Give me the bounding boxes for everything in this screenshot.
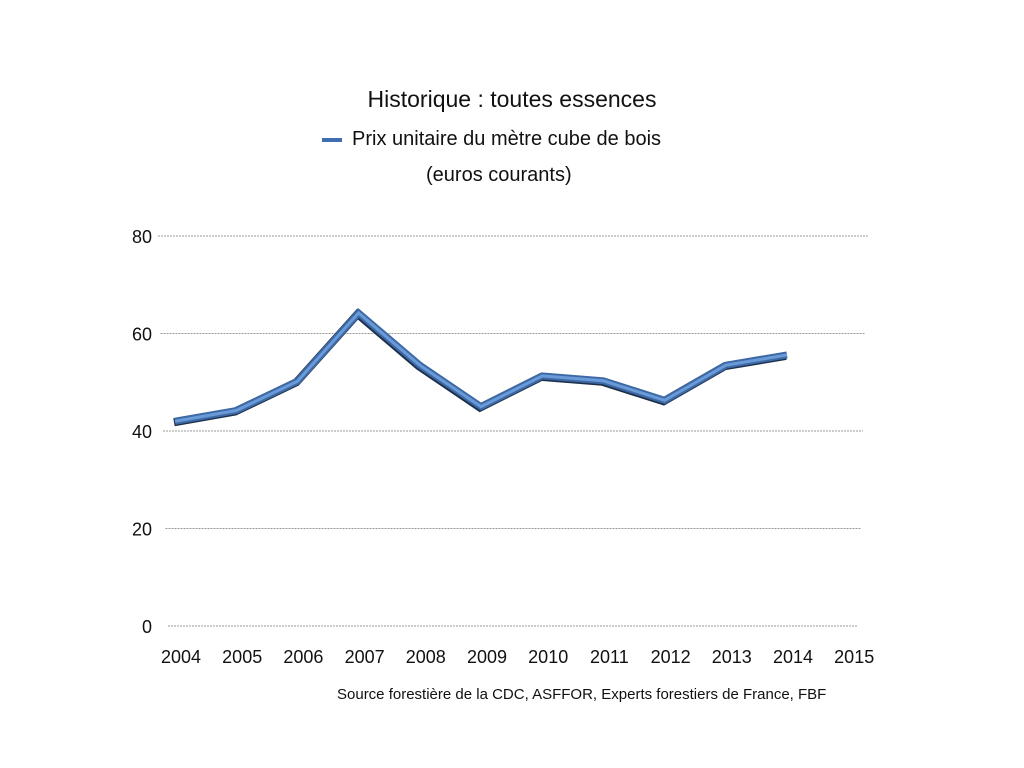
x-tick-label: 2014 [773, 647, 813, 667]
x-tick-label: 2015 [834, 647, 874, 667]
x-tick-label: 2013 [712, 647, 752, 667]
source-note: Source forestière de la CDC, ASFFOR, Exp… [337, 686, 827, 703]
x-tick-label: 2009 [467, 647, 507, 667]
chart-title: Historique : toutes essences [367, 86, 657, 112]
x-tick-label: 2005 [222, 647, 262, 667]
series-line-highlight [174, 310, 788, 423]
y-tick-label: 0 [142, 617, 152, 637]
legend-label: Prix unitaire du mètre cube de bois [352, 128, 662, 150]
x-tick-label: 2011 [590, 647, 629, 667]
legend-swatch [322, 137, 342, 142]
y-tick-label: 40 [132, 422, 152, 442]
x-tick-label: 2004 [161, 647, 201, 667]
y-tick-label: 20 [132, 520, 152, 540]
y-tick-label: 60 [132, 325, 152, 345]
chart-subtitle: (euros courants) [426, 164, 572, 186]
x-tick-label: 2007 [345, 647, 385, 667]
x-tick-label: 2012 [651, 647, 691, 667]
legend: Prix unitaire du mètre cube de bois [322, 128, 661, 151]
x-tick-label: 2006 [283, 647, 323, 667]
x-tick-label: 2010 [528, 647, 568, 667]
x-tick-label: 2008 [406, 647, 446, 667]
y-tick-label: 80 [132, 227, 152, 247]
